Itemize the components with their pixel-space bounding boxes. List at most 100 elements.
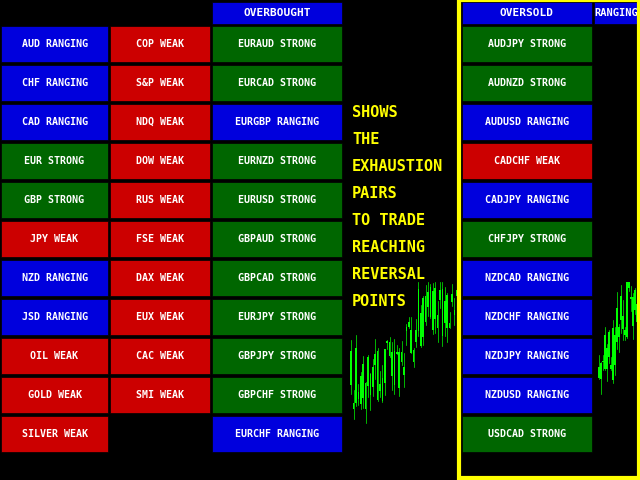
Text: AUDJPY STRONG: AUDJPY STRONG (488, 39, 566, 49)
Text: FSE WEAK: FSE WEAK (136, 234, 184, 244)
Text: OIL WEAK: OIL WEAK (31, 351, 79, 361)
Bar (1, 416, 108, 452)
Bar (384, 349, 385, 383)
Text: NDQ WEAK: NDQ WEAK (136, 117, 184, 127)
Bar (110, 377, 210, 413)
Bar (401, 352, 403, 362)
Bar (1, 143, 108, 179)
Bar (604, 335, 605, 369)
Bar (462, 221, 592, 257)
Text: GBP STRONG: GBP STRONG (24, 195, 84, 205)
Bar (403, 367, 404, 375)
Bar (462, 338, 592, 374)
Text: GBPCHF STRONG: GBPCHF STRONG (238, 390, 316, 400)
Bar (1, 182, 108, 218)
Bar (449, 323, 451, 328)
Text: CAC WEAK: CAC WEAK (136, 351, 184, 361)
Text: TO TRADE: TO TRADE (352, 213, 425, 228)
Bar (388, 342, 390, 356)
Bar (396, 352, 397, 354)
Bar (620, 297, 621, 320)
Bar (444, 300, 445, 323)
Bar (628, 282, 630, 288)
Bar (612, 328, 614, 380)
Text: REACHING: REACHING (352, 240, 425, 255)
Bar (462, 104, 592, 140)
Bar (394, 351, 395, 385)
Bar (462, 299, 592, 335)
Text: GBPAUD STRONG: GBPAUD STRONG (238, 234, 316, 244)
Bar (367, 357, 369, 386)
Bar (377, 351, 378, 400)
Bar (212, 416, 342, 452)
Bar (110, 65, 210, 101)
Bar (616, 308, 618, 342)
Bar (432, 291, 433, 330)
Bar (355, 348, 356, 403)
Text: CADCHF WEAK: CADCHF WEAK (494, 156, 560, 166)
Bar (594, 2, 638, 24)
Text: NZD RANGING: NZD RANGING (22, 273, 88, 283)
Text: S&P WEAK: S&P WEAK (136, 78, 184, 88)
Bar (436, 315, 438, 328)
Bar (420, 312, 422, 346)
Bar (110, 260, 210, 296)
Bar (212, 221, 342, 257)
Bar (425, 297, 426, 322)
Bar (415, 330, 417, 342)
Bar (212, 377, 342, 413)
Text: AUDNZD STRONG: AUDNZD STRONG (488, 78, 566, 88)
Bar (110, 104, 210, 140)
Text: PAIRS: PAIRS (352, 186, 397, 201)
Bar (398, 352, 400, 388)
Text: OVERSOLD: OVERSOLD (500, 8, 554, 18)
Bar (212, 65, 342, 101)
Text: COP WEAK: COP WEAK (136, 39, 184, 49)
Bar (1, 65, 108, 101)
Bar (451, 294, 452, 302)
Bar (372, 367, 374, 387)
Text: EXHAUSTION: EXHAUSTION (352, 159, 444, 174)
Bar (600, 363, 602, 379)
Bar (462, 416, 592, 452)
Bar (606, 348, 608, 369)
Bar (110, 299, 210, 335)
Bar (1, 221, 108, 257)
Bar (360, 376, 362, 404)
Text: EUX WEAK: EUX WEAK (136, 312, 184, 322)
Bar (611, 365, 612, 369)
Bar (110, 338, 210, 374)
Text: THE: THE (352, 132, 380, 147)
Bar (110, 26, 210, 62)
Text: NZDJPY RANGING: NZDJPY RANGING (485, 351, 569, 361)
Text: GBPJPY STRONG: GBPJPY STRONG (238, 351, 316, 361)
Bar (598, 367, 600, 378)
Bar (387, 341, 388, 343)
Bar (212, 338, 342, 374)
Text: EURCHF RANGING: EURCHF RANGING (235, 429, 319, 439)
Bar (462, 65, 592, 101)
Bar (439, 290, 441, 300)
Bar (212, 104, 342, 140)
Bar (1, 26, 108, 62)
Text: AUDUSD RANGING: AUDUSD RANGING (485, 117, 569, 127)
Bar (462, 143, 592, 179)
Bar (369, 373, 371, 396)
Bar (110, 182, 210, 218)
Bar (456, 290, 458, 296)
Bar (435, 288, 436, 319)
Bar (462, 260, 592, 296)
Bar (212, 2, 342, 24)
Bar (429, 288, 431, 317)
Text: CHFJPY STRONG: CHFJPY STRONG (488, 234, 566, 244)
Bar (1, 377, 108, 413)
Bar (1, 260, 108, 296)
Bar (442, 289, 443, 336)
Bar (602, 360, 604, 362)
Bar (462, 182, 592, 218)
Text: SHOWS: SHOWS (352, 105, 397, 120)
Bar (634, 290, 636, 310)
Text: JSD RANGING: JSD RANGING (22, 312, 88, 322)
Bar (462, 26, 592, 62)
Text: POINTS: POINTS (352, 294, 407, 309)
